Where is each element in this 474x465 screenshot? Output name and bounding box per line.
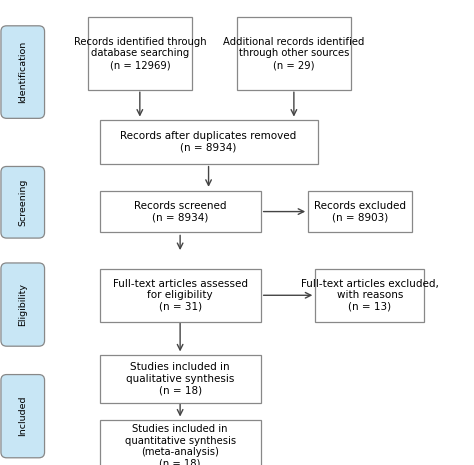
FancyBboxPatch shape <box>100 191 261 232</box>
FancyBboxPatch shape <box>88 18 192 89</box>
Text: Included: Included <box>18 396 27 437</box>
FancyBboxPatch shape <box>100 120 318 164</box>
Text: Records identified through
database searching
(n = 12969): Records identified through database sear… <box>73 37 206 70</box>
Text: Records screened
(n = 8934): Records screened (n = 8934) <box>134 201 227 222</box>
Text: Identification: Identification <box>18 41 27 103</box>
FancyBboxPatch shape <box>1 26 45 119</box>
Text: Additional records identified
through other sources
(n = 29): Additional records identified through ot… <box>223 37 365 70</box>
FancyBboxPatch shape <box>308 191 412 232</box>
FancyBboxPatch shape <box>100 269 261 322</box>
FancyBboxPatch shape <box>1 375 45 458</box>
Text: Eligibility: Eligibility <box>18 283 27 326</box>
Text: Studies included in
qualitative synthesis
(n = 18): Studies included in qualitative synthesi… <box>126 362 234 396</box>
Text: Full-text articles excluded,
with reasons
(n = 13): Full-text articles excluded, with reason… <box>301 279 438 312</box>
FancyBboxPatch shape <box>315 269 424 322</box>
FancyBboxPatch shape <box>1 263 45 346</box>
FancyBboxPatch shape <box>1 166 45 238</box>
Text: Screening: Screening <box>18 179 27 226</box>
Text: Records after duplicates removed
(n = 8934): Records after duplicates removed (n = 89… <box>120 131 297 153</box>
FancyBboxPatch shape <box>237 18 351 89</box>
Text: Records excluded
(n = 8903): Records excluded (n = 8903) <box>314 201 406 222</box>
FancyBboxPatch shape <box>100 354 261 403</box>
FancyBboxPatch shape <box>100 419 261 465</box>
Text: Full-text articles assessed
for eligibility
(n = 31): Full-text articles assessed for eligibil… <box>113 279 247 312</box>
Text: Studies included in
quantitative synthesis
(meta-analysis)
(n = 18): Studies included in quantitative synthes… <box>125 424 236 465</box>
